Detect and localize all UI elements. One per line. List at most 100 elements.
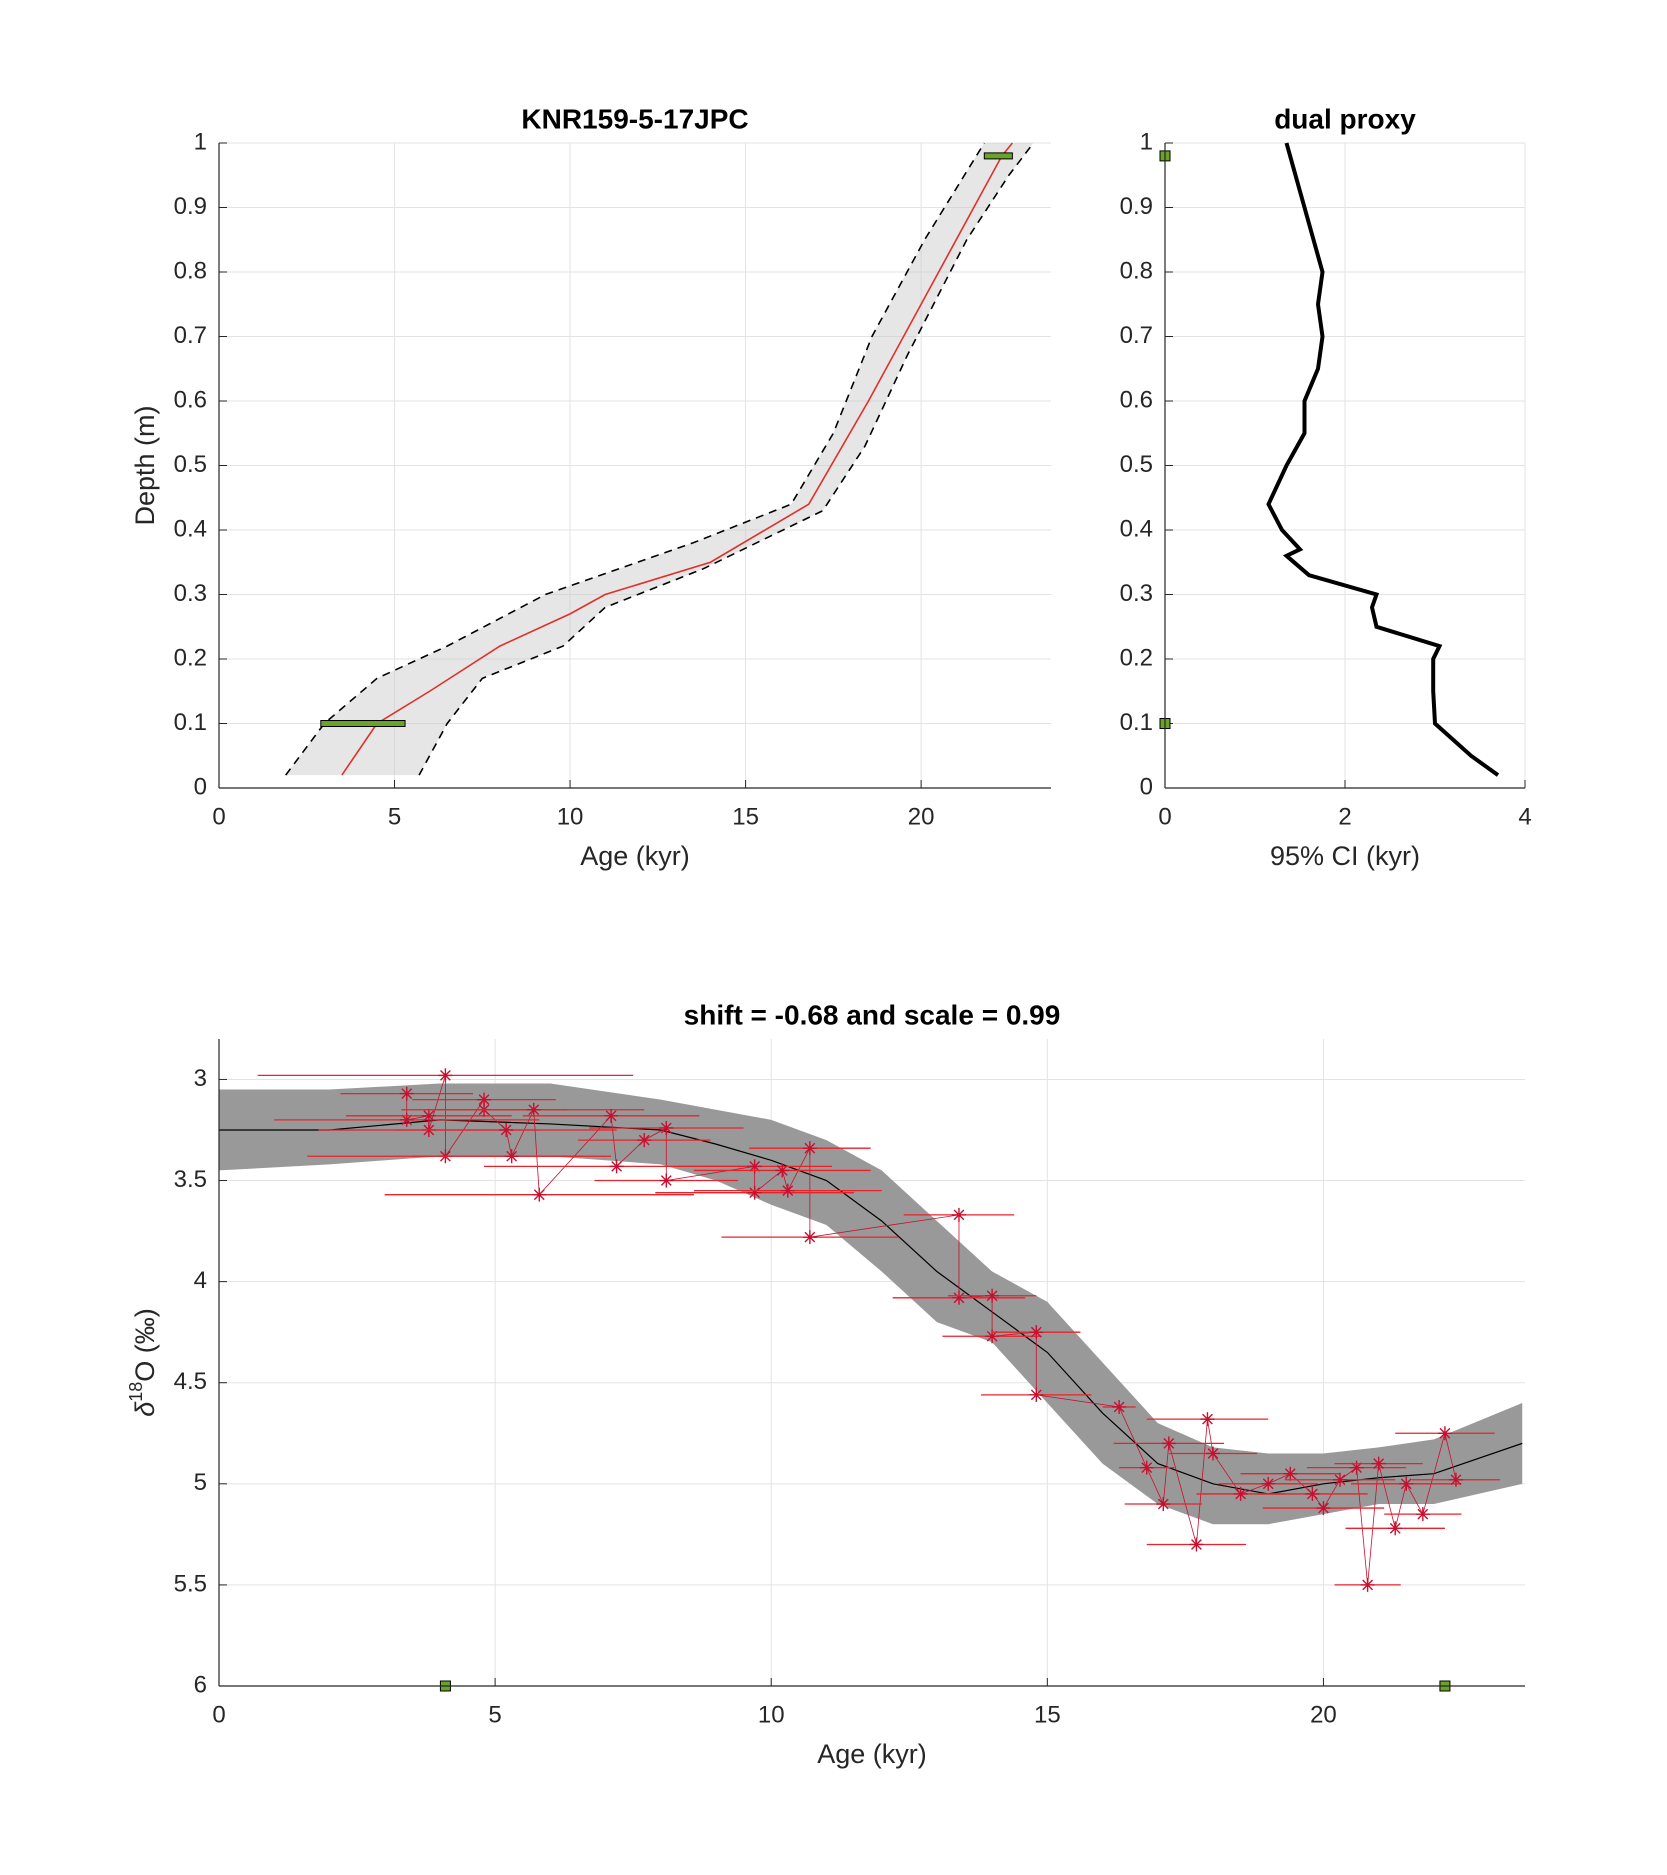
x-tick-label: 5 xyxy=(488,1701,501,1728)
y-axis-label-part: δ xyxy=(130,1401,160,1417)
data-point xyxy=(1189,1537,1204,1552)
data-point xyxy=(1161,1436,1176,1451)
y-tick-label: 0.1 xyxy=(174,709,207,736)
uncertainty-band xyxy=(219,1083,1523,1525)
data-point xyxy=(1333,1472,1348,1487)
y-tick-label: 0.3 xyxy=(174,580,207,607)
data-point xyxy=(1305,1486,1320,1501)
chart-title: KNR159-5-17JPC xyxy=(521,103,748,134)
data-point xyxy=(1233,1486,1248,1501)
data-point xyxy=(659,1173,674,1188)
y-axis-label-part: O (‰) xyxy=(130,1308,160,1382)
data-point xyxy=(1349,1460,1364,1475)
y-tick-label: 0.2 xyxy=(1120,644,1153,671)
ensemble-area xyxy=(285,143,1034,776)
data-point xyxy=(1261,1476,1276,1491)
data-point xyxy=(1415,1507,1430,1522)
y-tick-label: 0.4 xyxy=(174,515,207,542)
x-tick-label: 10 xyxy=(758,1701,785,1728)
y-tick-label: 0 xyxy=(1140,773,1153,800)
y-tick-label: 0.7 xyxy=(174,322,207,349)
data-point xyxy=(1316,1501,1331,1516)
data-point xyxy=(951,1207,966,1222)
y-axis-label-part: 18 xyxy=(126,1382,146,1402)
y-tick-label: 3 xyxy=(194,1065,207,1092)
data-point xyxy=(504,1149,519,1164)
data-point xyxy=(399,1086,414,1101)
y-tick-label: 0.9 xyxy=(174,193,207,220)
data-point xyxy=(1139,1460,1154,1475)
y-axis-label: Depth (m) xyxy=(130,405,160,525)
data-point xyxy=(477,1092,492,1107)
x-tick-label: 0 xyxy=(212,803,225,830)
data-point xyxy=(1360,1577,1375,1592)
y-tick-label: 0.9 xyxy=(1120,193,1153,220)
data-point xyxy=(609,1159,624,1174)
data-point xyxy=(747,1159,762,1174)
x-tick-label: 20 xyxy=(1310,1701,1337,1728)
y-tick-label: 0.6 xyxy=(174,386,207,413)
data-point xyxy=(747,1185,762,1200)
data-point xyxy=(1448,1472,1463,1487)
data-point xyxy=(1371,1456,1386,1471)
y-tick-label: 0.8 xyxy=(174,257,207,284)
y-tick-label: 5.5 xyxy=(174,1570,207,1597)
data-point xyxy=(604,1108,619,1123)
x-tick-label: 15 xyxy=(732,803,759,830)
data-point xyxy=(1200,1412,1215,1427)
data-point xyxy=(802,1230,817,1245)
y-tick-label: 0.6 xyxy=(1120,386,1153,413)
data-point xyxy=(438,1068,453,1083)
y-tick-label: 1 xyxy=(1140,128,1153,155)
data-point xyxy=(951,1290,966,1305)
y-tick-label: 0.5 xyxy=(1120,451,1153,478)
data-point xyxy=(780,1183,795,1198)
data-point xyxy=(1112,1399,1127,1414)
data-point xyxy=(802,1141,817,1156)
points-connector xyxy=(406,1075,1457,1585)
y-tick-label: 5 xyxy=(194,1469,207,1496)
x-tick-label: 15 xyxy=(1034,1701,1061,1728)
data-point xyxy=(499,1122,514,1137)
data-point xyxy=(1437,1426,1452,1441)
y-tick-label: 0.5 xyxy=(174,451,207,478)
x-tick-label: 0 xyxy=(1158,803,1171,830)
series-line xyxy=(1266,142,1500,777)
data-point xyxy=(532,1187,547,1202)
series-line xyxy=(418,142,1035,776)
data-point xyxy=(1156,1497,1171,1512)
y-tick-label: 0.7 xyxy=(1120,322,1153,349)
data-point xyxy=(526,1102,541,1117)
y-tick-label: 4.5 xyxy=(174,1368,207,1395)
x-axis-label: 95% CI (kyr) xyxy=(1270,841,1420,871)
y-tick-label: 0.8 xyxy=(1120,257,1153,284)
y-tick-label: 6 xyxy=(194,1671,207,1698)
data-point xyxy=(637,1133,652,1148)
x-tick-label: 10 xyxy=(557,803,584,830)
date-range xyxy=(320,720,406,727)
x-axis-label: Age (kyr) xyxy=(580,841,690,871)
data-point xyxy=(775,1163,790,1178)
chart-title: dual proxy xyxy=(1274,103,1416,134)
y-tick-label: 4 xyxy=(194,1267,207,1294)
y-tick-label: 0.2 xyxy=(174,644,207,671)
series-line xyxy=(285,142,985,776)
data-point xyxy=(1029,1387,1044,1402)
date-range xyxy=(983,152,1013,160)
x-tick-label: 20 xyxy=(908,803,935,830)
x-tick-label: 0 xyxy=(212,1701,225,1728)
x-axis-label: Age (kyr) xyxy=(817,1739,927,1769)
data-point xyxy=(659,1120,674,1135)
data-point xyxy=(399,1112,414,1127)
data-point xyxy=(985,1288,1000,1303)
y-tick-label: 3.5 xyxy=(174,1166,207,1193)
x-tick-label: 5 xyxy=(388,803,401,830)
y-tick-label: 0.1 xyxy=(1120,709,1153,736)
series-line xyxy=(341,142,1013,776)
data-point xyxy=(985,1329,1000,1344)
data-point xyxy=(1399,1476,1414,1491)
y-axis-label: δ18O (‰) xyxy=(126,1308,160,1417)
series-line xyxy=(219,1119,1523,1495)
x-tick-label: 2 xyxy=(1338,803,1351,830)
